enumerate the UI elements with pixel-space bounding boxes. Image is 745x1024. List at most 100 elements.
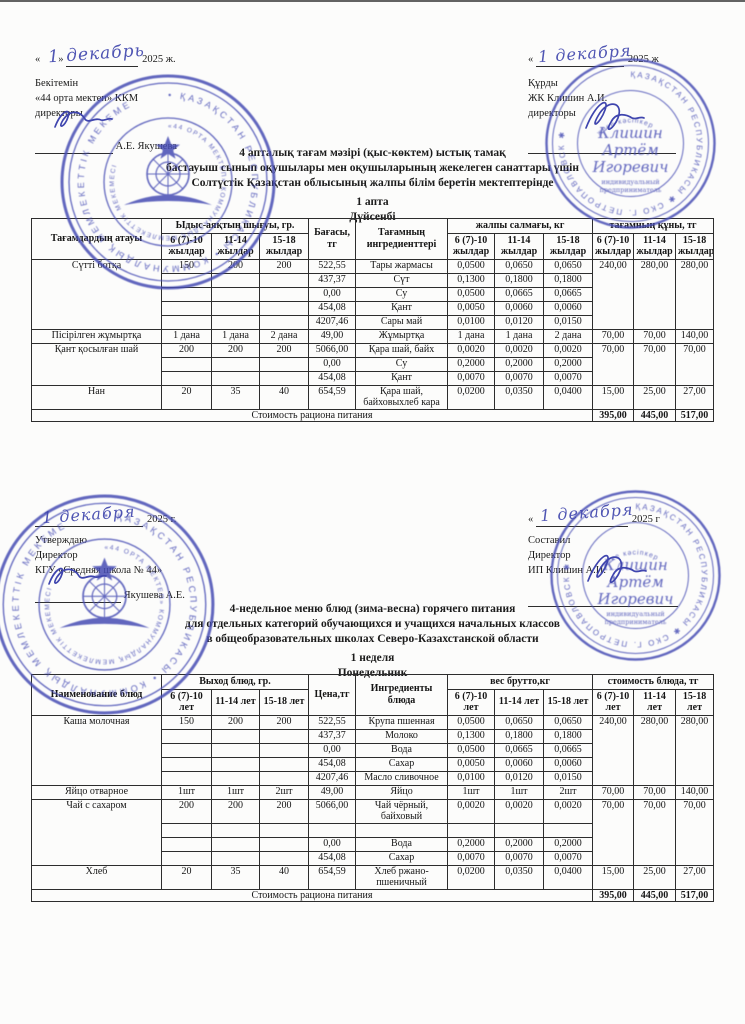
portion-cell-empty <box>258 272 310 288</box>
footer-label-cell: Стоимость рациона питания <box>30 408 594 422</box>
klishin-signature <box>587 554 647 584</box>
portion-cell: 200 <box>161 798 212 824</box>
portion-cell-empty <box>211 756 260 772</box>
portion-cell-empty <box>258 728 310 744</box>
weight-cell: 0,0020 <box>494 798 545 824</box>
approval-line: Составил <box>528 535 571 546</box>
weight-cell: 0,0400 <box>543 384 594 410</box>
price-cell: 522,55 <box>308 258 357 274</box>
footer-row: Стоимость рациона питания 395,00 445,00 517… <box>30 408 715 422</box>
ingredient-cell: Хлеб ржано-пшеничный <box>355 864 449 890</box>
header-age-group: 11-14 жылдар <box>211 232 260 260</box>
yakusheva-signature <box>48 567 107 585</box>
cost-cell: 70,00 <box>592 784 635 800</box>
table-row: Каша молочная 150 200 200 522,55 Крупа пшенна… <box>31 714 715 786</box>
price-cell: 437,37 <box>308 272 357 288</box>
header-age-group: 15-18 жылдар <box>258 232 310 260</box>
cost-cell: 240,00 <box>592 258 635 330</box>
header-age-group: 11-14 жылдар <box>633 232 677 260</box>
header-price: Бағасы, тг <box>308 218 357 260</box>
ingredient-cell: Тары жармасы <box>355 258 449 274</box>
cost-cell: 240,00 <box>592 714 635 786</box>
portion-cell-empty <box>211 728 260 744</box>
footer-label-cell: Стоимость рациона питания <box>30 888 594 902</box>
cost-cell: 280,00 <box>633 714 677 786</box>
table-row: 454,08 Қант 0,0070 0,0070 0,0070 <box>32 370 714 386</box>
portion-cell-empty <box>211 822 260 838</box>
weight-cell: 0,0665 <box>494 742 545 758</box>
weight-cell: 0,0150 <box>543 314 594 330</box>
cost-cell: 280,00 <box>675 714 715 786</box>
portion-cell: 20 <box>161 384 212 410</box>
scan-edge-artifact <box>0 0 745 2</box>
ingredient-cell: Молоко <box>355 728 449 744</box>
portion-cell: 35 <box>211 384 260 410</box>
portion-cell-empty <box>211 370 260 386</box>
cost-cell: 140,00 <box>675 784 715 800</box>
header-ingredients: Ингредиенты блюда <box>355 674 449 716</box>
portion-cell-empty <box>211 356 260 372</box>
weight-cell: 1шт <box>447 784 496 800</box>
ingredient-cell: Қант <box>355 300 449 316</box>
ingredient-cell: Чай чёрный, байховый <box>355 798 449 824</box>
weight-cell: 0,2000 <box>494 836 545 852</box>
portion-cell-empty <box>161 370 212 386</box>
portion-cell: 40 <box>258 384 310 410</box>
portion-cell-empty <box>161 822 212 838</box>
header-age-group: 6 (7)-10 лет <box>447 688 496 716</box>
weight-cell: 1шт <box>494 784 545 800</box>
title-block-ru: 4-недельное меню блюд (зима-весна) горяч… <box>0 602 745 681</box>
title-line: Солтүстік Қазақстан облысының жалпы білі… <box>191 177 554 189</box>
signer-name: Якушева А.Е. <box>123 590 185 601</box>
header-dish-cost: тағамның құны, тг <box>592 218 715 234</box>
weight-cell: 0,1800 <box>543 728 594 744</box>
price-cell <box>308 822 357 838</box>
weight-cell: 0,2000 <box>543 356 594 372</box>
portion-cell-empty <box>161 356 212 372</box>
table-row: 437,37 Молоко 0,1300 0,1800 0,1800 <box>32 728 714 744</box>
weight-cell: 0,0050 <box>447 756 496 772</box>
weight-cell: 0,0020 <box>494 342 545 358</box>
total-cell: 395,00 <box>592 888 635 902</box>
price-cell: 454,08 <box>308 850 357 866</box>
portion-cell: 200 <box>211 342 260 358</box>
portion-cell-empty <box>258 314 310 330</box>
table-row: 454,08 Сахар 0,0070 0,0070 0,0070 <box>32 850 714 866</box>
cost-cell: 15,00 <box>592 384 635 410</box>
cost-cell: 25,00 <box>633 864 677 890</box>
weight-cell: 0,0070 <box>543 370 594 386</box>
header-age-group: 15-18 лет <box>258 688 310 716</box>
ingredient-cell: Яйцо <box>355 784 449 800</box>
portion-cell: 200 <box>258 258 310 274</box>
header-output: Ыдыс-аяқтың шығуы, гр. <box>160 218 310 234</box>
weight-cell: 0,1300 <box>447 728 496 744</box>
table-row: Сүтті ботқа 150 200 200 522,55 Тары жармасы 0,… <box>31 258 715 330</box>
ingredient-cell: Қант <box>355 370 449 386</box>
weight-cell: 0,2000 <box>494 356 545 372</box>
total-cell: 445,00 <box>633 408 677 422</box>
price-cell: 522,55 <box>308 714 357 730</box>
weight-cell: 0,0500 <box>447 286 496 302</box>
week-label: 1 неделя <box>350 652 395 664</box>
price-cell: 4207,46 <box>308 314 357 330</box>
cost-cell: 70,00 <box>675 798 715 866</box>
approval-line: «44 орта мектеп» ККМ <box>35 93 139 104</box>
weight-cell <box>543 822 594 838</box>
header-ingredients: Тағамның ингредиенттері <box>355 218 449 260</box>
header-age-group: 11-14 лет <box>633 688 677 716</box>
cost-cell: 15,00 <box>592 864 635 890</box>
weight-cell: 2шт <box>543 784 594 800</box>
cost-cell: 25,00 <box>633 384 677 410</box>
dish-name-cell: Қант қосылған шай <box>31 342 162 386</box>
header-age-group: 11-14 жылдар <box>494 232 545 260</box>
portion-cell-empty <box>211 286 260 302</box>
header-age-group: 15-18 жылдар <box>543 232 594 260</box>
price-cell: 5066,00 <box>308 342 357 358</box>
portion-cell-empty <box>211 770 260 786</box>
weight-cell: 0,0020 <box>447 798 496 824</box>
portion-cell: 2шт <box>258 784 310 800</box>
weight-cell: 0,0120 <box>494 314 545 330</box>
weight-cell: 0,0100 <box>447 770 496 786</box>
weight-cell: 0,0070 <box>447 850 496 866</box>
